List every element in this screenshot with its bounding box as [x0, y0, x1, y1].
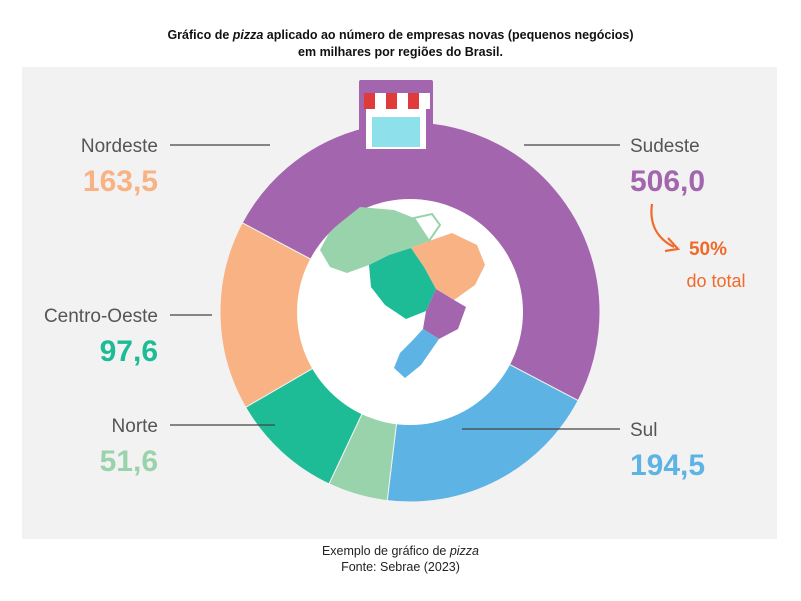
figure-caption: Exemplo de gráfico de pizza Fonte: Sebra… [0, 543, 801, 575]
curved-arrow-icon [650, 203, 675, 248]
caption-line-1: Exemplo de gráfico de pizza [0, 543, 801, 559]
brazil-map-icon [320, 207, 485, 378]
value-nordeste: 163,5 [83, 165, 158, 198]
caption-text-a: Exemplo de gráfico de [321, 544, 450, 558]
title-text-b: aplicado ao número de empresas novas (pe… [263, 28, 634, 42]
title-text-italic: pizza [232, 28, 264, 42]
storefront-icon [359, 80, 433, 158]
caption-text-italic: pizza [449, 544, 480, 558]
value-centro-oeste: 97,6 [100, 335, 158, 368]
chart-title: Gráfico de pizza aplicado ao número de e… [0, 27, 801, 61]
label-centro-oeste: Centro-Oeste [44, 306, 158, 327]
value-sul: 194,5 [630, 449, 705, 482]
chart-title-line-1: Gráfico de pizza aplicado ao número de e… [0, 27, 801, 44]
donut-chart: 50% do total Sudeste 506,0 Sul 194,5 Norte 51… [44, 80, 746, 503]
arrow-head-icon [664, 237, 681, 253]
annotation-text: do total [686, 271, 745, 291]
label-sul: Sul [630, 420, 657, 441]
caption-line-2: Fonte: Sebrae (2023) [341, 560, 460, 574]
label-sudeste: Sudeste [630, 136, 700, 157]
title-text-a: Gráfico de [167, 28, 233, 42]
label-norte: Norte [112, 416, 158, 437]
slice-labels: Sudeste 506,0 Sul 194,5 Norte 51,6 Centro-Oest… [44, 136, 705, 482]
value-sudeste: 506,0 [630, 165, 705, 198]
label-nordeste: Nordeste [81, 136, 158, 157]
value-norte: 51,6 [100, 445, 158, 478]
chart-title-line-2: em milhares por regiões do Brasil. [298, 45, 503, 59]
annotation-percent: 50% [689, 239, 727, 260]
